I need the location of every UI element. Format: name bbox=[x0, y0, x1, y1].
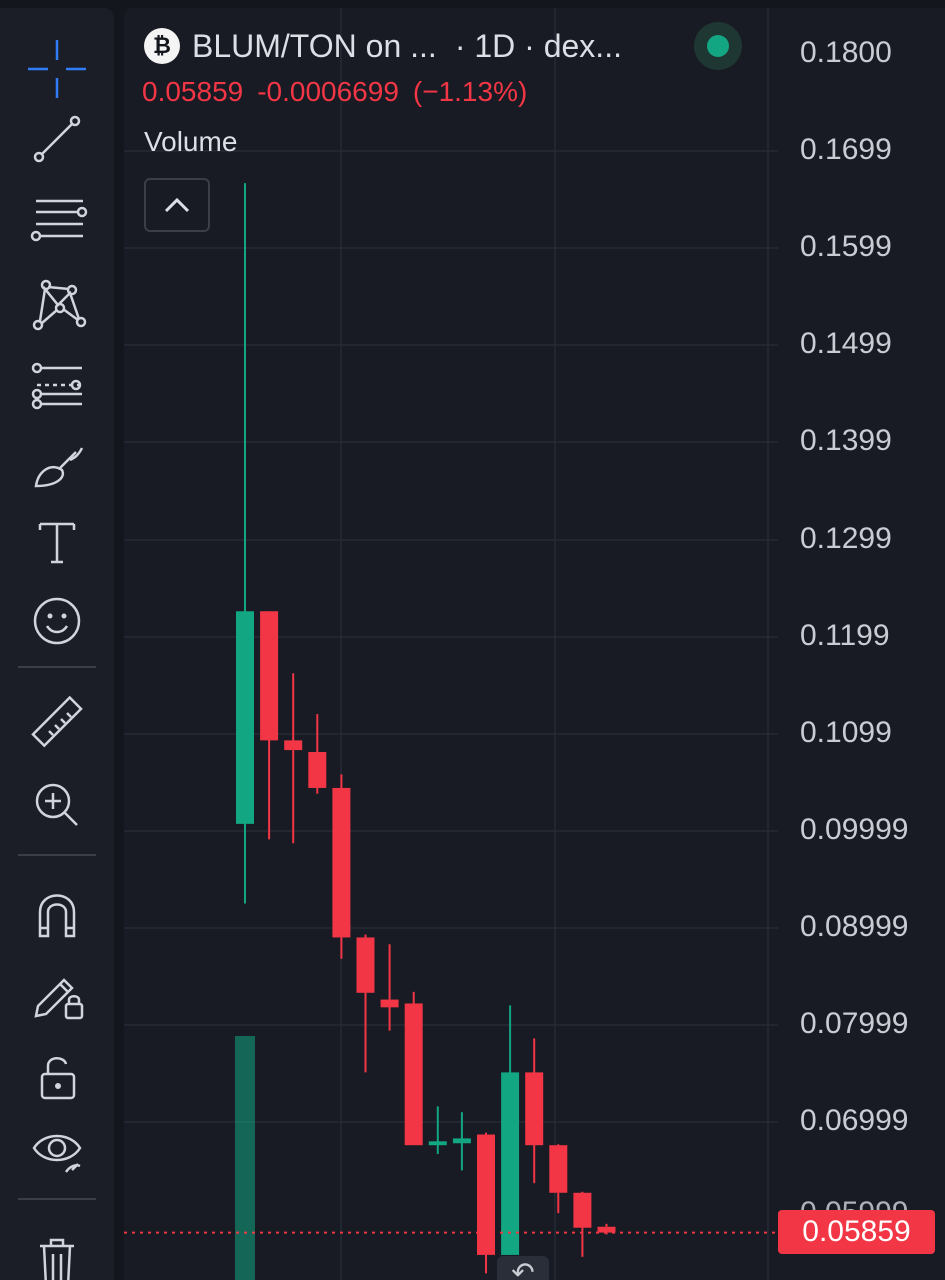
brush-tool[interactable] bbox=[22, 432, 92, 498]
fib-retracement-tool[interactable] bbox=[22, 186, 92, 252]
price-scale-label: 0.1299 bbox=[800, 522, 892, 555]
price-scale-label: 0.07999 bbox=[800, 1007, 909, 1040]
fib-retracement-icon bbox=[30, 199, 88, 242]
candle bbox=[260, 611, 279, 840]
parallel-channel-icon bbox=[31, 362, 82, 410]
price-change: -0.0006699 bbox=[257, 76, 399, 107]
emoji-tool[interactable] bbox=[22, 588, 92, 654]
lock-drawing-tool[interactable] bbox=[22, 962, 92, 1028]
candle-body bbox=[356, 937, 375, 993]
remove-drawings-tool[interactable] bbox=[22, 1228, 92, 1280]
candle bbox=[525, 1038, 544, 1184]
trend-line-tool[interactable] bbox=[22, 106, 92, 172]
candle bbox=[332, 774, 351, 959]
candle bbox=[356, 934, 375, 1073]
price-scale-label: 0.08999 bbox=[800, 910, 909, 943]
price-scale-label: 0.1800 bbox=[800, 36, 892, 69]
pattern-tool[interactable] bbox=[22, 270, 92, 336]
text-icon bbox=[38, 522, 76, 564]
last-price-value: 0.05859 bbox=[142, 76, 244, 107]
volume-bar bbox=[235, 1036, 255, 1280]
price-scale-label: 0.1499 bbox=[800, 327, 892, 360]
candle-body bbox=[308, 752, 327, 788]
drawing-toolbar bbox=[0, 8, 114, 1280]
candle bbox=[452, 1112, 471, 1171]
price-scale-label: 0.1099 bbox=[800, 716, 892, 749]
crosshair-icon bbox=[28, 40, 86, 98]
candle-body bbox=[525, 1072, 544, 1146]
candle-body bbox=[501, 1072, 520, 1255]
status-dot-icon bbox=[707, 35, 729, 57]
price-scale-label: 0.1199 bbox=[800, 619, 890, 652]
zoom-in-tool[interactable] bbox=[22, 772, 92, 838]
zoom-in-icon bbox=[35, 783, 78, 826]
pattern-icon bbox=[32, 279, 87, 331]
volume-indicator-label[interactable]: Volume bbox=[144, 126, 238, 157]
candle bbox=[308, 714, 327, 794]
price-scale-label: 0.09999 bbox=[800, 813, 909, 846]
symbol-legend[interactable]: ₿ BLUM/TON on ... · 1D · dex... bbox=[144, 24, 622, 68]
toolbar-divider bbox=[18, 854, 96, 856]
price-scale-label: 0.1599 bbox=[800, 230, 892, 263]
candle bbox=[380, 944, 399, 1031]
ohlc-values: 0.05859 -0.0006699 (−1.13%) bbox=[142, 76, 541, 108]
candle-body bbox=[332, 787, 351, 938]
trash-icon bbox=[40, 1238, 74, 1280]
eye-icon bbox=[32, 1134, 82, 1173]
toolbar-divider bbox=[18, 1198, 96, 1200]
hide-drawings-tool[interactable] bbox=[22, 1116, 92, 1182]
price-change-percent: (−1.13%) bbox=[412, 76, 528, 107]
candle-body bbox=[452, 1138, 471, 1144]
candles bbox=[236, 183, 616, 1274]
trend-line-icon bbox=[33, 115, 81, 163]
brush-icon bbox=[34, 447, 84, 488]
candle-body bbox=[573, 1192, 592, 1228]
chevron-up-icon bbox=[164, 197, 190, 213]
scroll-to-realtime-button[interactable]: ↶ bbox=[497, 1256, 549, 1280]
candle-body bbox=[549, 1145, 568, 1193]
collapse-indicators-button[interactable] bbox=[144, 178, 210, 232]
candle bbox=[284, 673, 303, 844]
candle bbox=[404, 991, 423, 1146]
candle-body bbox=[404, 1003, 423, 1146]
emoji-icon bbox=[33, 597, 81, 645]
price-scale-label: 0.1399 bbox=[800, 424, 892, 457]
candle-body bbox=[428, 1141, 447, 1146]
price-scale-label: 0.06999 bbox=[800, 1104, 909, 1137]
lock-icon bbox=[40, 1057, 76, 1100]
toolbar-divider bbox=[18, 666, 96, 668]
candle-body bbox=[477, 1134, 495, 1255]
candle bbox=[549, 1144, 568, 1214]
parallel-channel-tool[interactable] bbox=[22, 352, 92, 418]
market-status-indicator[interactable] bbox=[694, 22, 742, 70]
text-tool[interactable] bbox=[22, 510, 92, 576]
lock-all-tool[interactable] bbox=[22, 1044, 92, 1110]
coin-logo: ₿ bbox=[144, 28, 180, 64]
volume-bars bbox=[235, 1036, 255, 1280]
last-price-tag: 0.05859 bbox=[778, 1210, 935, 1254]
candle-body bbox=[260, 611, 279, 741]
candle bbox=[477, 1132, 495, 1274]
crosshair-tool[interactable] bbox=[22, 36, 92, 102]
price-scale-label: 0.1699 bbox=[800, 133, 892, 166]
candle bbox=[428, 1106, 447, 1154]
lock-drawing-icon bbox=[34, 978, 84, 1020]
grid bbox=[124, 8, 778, 1280]
candle bbox=[236, 183, 254, 904]
undo-arrow-icon: ↶ bbox=[511, 1257, 535, 1280]
candle bbox=[501, 1005, 520, 1255]
magnet-tool[interactable] bbox=[22, 882, 92, 948]
candle bbox=[573, 1191, 592, 1257]
candle-body bbox=[597, 1226, 616, 1233]
candle-body bbox=[236, 611, 254, 824]
ruler-tool[interactable] bbox=[22, 690, 92, 756]
magnet-icon bbox=[38, 894, 76, 938]
symbol-name: BLUM/TON on ... bbox=[192, 27, 437, 64]
interval-source: · 1D · dex... bbox=[454, 27, 622, 64]
ruler-icon bbox=[31, 695, 83, 748]
candle-body bbox=[380, 999, 399, 1008]
candle-body bbox=[284, 740, 303, 751]
